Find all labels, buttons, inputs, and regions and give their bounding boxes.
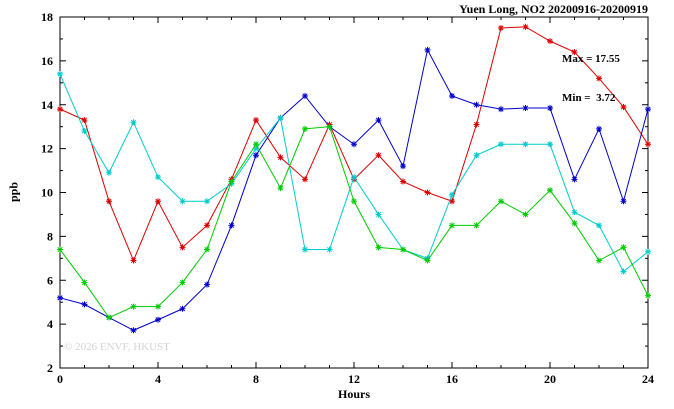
chart-title: Yuen Long, NO2 20200916-20200919	[459, 2, 648, 16]
max-annotation: Max = 17.55	[562, 53, 620, 65]
y-tick-label: 16	[41, 54, 53, 68]
x-tick-label: 24	[642, 372, 654, 386]
y-tick-label: 4	[47, 317, 53, 331]
y-tick-label: 2	[47, 361, 53, 375]
y-tick-label: 18	[41, 10, 53, 24]
series-cyan-line	[59, 73, 649, 273]
y-tick-label: 10	[41, 186, 53, 200]
plot-border	[59, 16, 649, 369]
x-tick-label: 12	[348, 372, 360, 386]
x-tick-label: 20	[544, 372, 556, 386]
x-axis-label: Hours	[337, 387, 371, 401]
watermark: © 2026 ENVF, HKUST	[64, 341, 170, 353]
y-tick-label: 14	[41, 98, 53, 112]
x-tick-label: 8	[253, 372, 259, 386]
series-cyan-markers	[57, 71, 651, 275]
series-blue-line	[59, 48, 649, 331]
series-green-markers	[57, 123, 651, 321]
y-tick-label: 8	[47, 229, 53, 243]
minmax-annotation: Max = 17.55 Min = 3.72	[562, 27, 620, 131]
x-tick-label: 4	[155, 372, 161, 386]
x-tick-label: 16	[446, 372, 458, 386]
y-tick-label: 6	[47, 273, 53, 287]
y-axis-label: ppb	[6, 181, 21, 203]
y-tick-label: 12	[41, 142, 53, 156]
x-tick-label: 0	[57, 372, 63, 386]
min-annotation: Min = 3.72	[562, 92, 616, 104]
